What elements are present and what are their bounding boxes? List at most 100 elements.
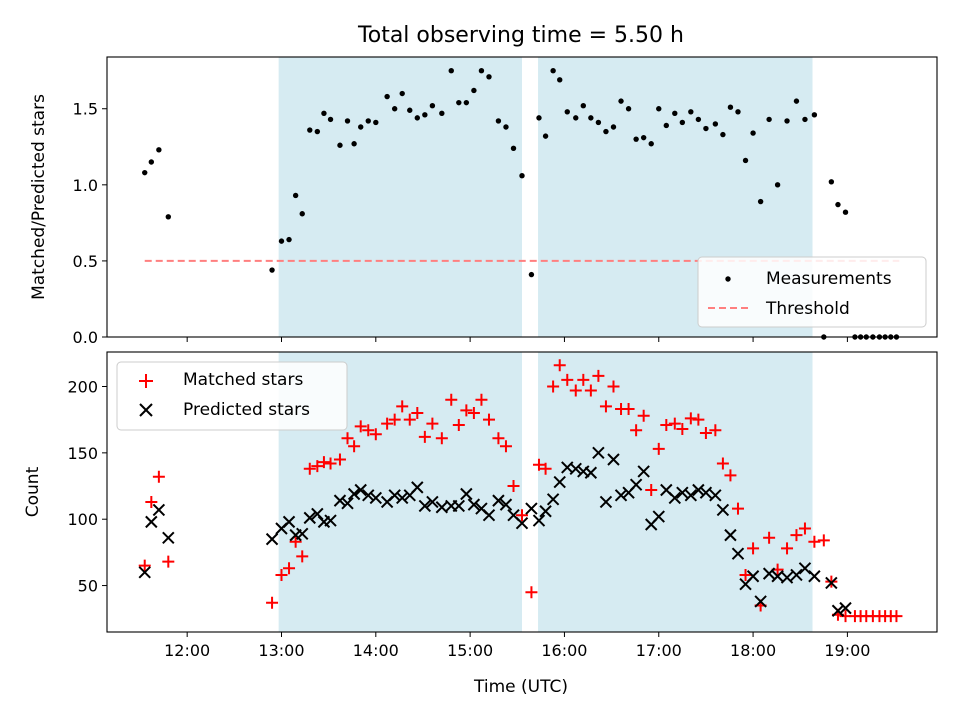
- matched-point: [341, 432, 354, 445]
- matched-point: [145, 495, 158, 508]
- matched-point: [445, 393, 458, 406]
- legend-label-threshold: Threshold: [765, 299, 850, 319]
- measurement-point: [391, 106, 398, 112]
- measurement-point: [842, 209, 849, 215]
- predicted-point: [369, 491, 383, 505]
- y-tick-label: 50: [78, 577, 98, 596]
- predicted-point: [607, 453, 620, 466]
- matched-point: [289, 535, 302, 548]
- matched-point: [411, 407, 424, 420]
- matched-point: [781, 542, 794, 555]
- matched-point: [324, 457, 337, 470]
- measurement-point: [407, 107, 413, 113]
- subplot-counts: 12:00 13:00 14:00 15:00 16:00 17:00 18:00 19:00…: [23, 351, 938, 697]
- measurement-point: [495, 118, 502, 124]
- measurement-point: [720, 131, 726, 138]
- predicted-point: [808, 570, 821, 583]
- legend-frame: [116, 361, 348, 431]
- measurement-point: [148, 159, 155, 165]
- matched-point: [652, 442, 665, 455]
- legend-label-measurements: Measurements: [766, 269, 892, 289]
- measurements-legend-marker: [725, 276, 731, 282]
- predicted-point: [599, 495, 613, 509]
- shaded-interval: [278, 57, 522, 337]
- measurement-point: [542, 133, 549, 139]
- matched-point: [426, 417, 439, 430]
- legend: Measurements Threshold: [697, 256, 927, 328]
- matched-point: [561, 373, 574, 386]
- y-tick-label: 1.5: [73, 100, 98, 119]
- measurement-point: [278, 238, 285, 244]
- predicted-point: [303, 511, 316, 525]
- measurement-point: [557, 77, 563, 83]
- predicted-point: [652, 510, 665, 523]
- measurement-point: [358, 124, 364, 130]
- predicted-point: [762, 567, 776, 580]
- predicted-point: [396, 491, 409, 505]
- measurement-point: [610, 124, 617, 130]
- figure-title: Total observing time = 5.50 h: [357, 23, 684, 48]
- matched-point: [790, 529, 803, 542]
- measurement-point: [618, 98, 624, 104]
- predicted-point: [629, 478, 643, 491]
- measurement-point: [679, 119, 686, 126]
- x-tick-label: 15:00: [447, 641, 493, 660]
- matched-point: [492, 432, 505, 445]
- matched-point: [369, 428, 382, 441]
- shaded-interval: [538, 352, 813, 632]
- measurement-point: [828, 179, 835, 185]
- matched-point: [162, 555, 175, 568]
- predicted-legend-marker: [139, 403, 153, 417]
- measurement-point: [727, 104, 734, 110]
- measurement-point: [742, 157, 749, 164]
- matched-point: [645, 484, 658, 497]
- measurement-point: [471, 87, 477, 94]
- predicted-point: [825, 576, 838, 590]
- predicted-point: [684, 489, 698, 502]
- x-axis-label: Time (UTC): [473, 677, 568, 697]
- matched-point: [283, 562, 296, 575]
- matched-point: [808, 535, 821, 548]
- matched-point: [660, 418, 673, 431]
- matched-point: [747, 542, 760, 555]
- predicted-point: [724, 528, 737, 542]
- matched-point: [724, 469, 737, 482]
- matched-point: [731, 502, 744, 515]
- predicted-point: [333, 494, 347, 507]
- predicted-point: [354, 483, 367, 497]
- x-tick-label: 13:00: [258, 641, 304, 660]
- predicted-point: [324, 514, 337, 527]
- matched-point: [152, 470, 165, 483]
- predicted-point: [798, 562, 812, 575]
- predicted-point: [388, 489, 401, 502]
- y-tick-label: 0.0: [73, 328, 98, 347]
- measurement-point: [399, 90, 405, 97]
- matched-point: [607, 380, 620, 393]
- predicted-point: [716, 503, 730, 517]
- measurement-point: [588, 115, 594, 121]
- matched-point: [584, 384, 597, 397]
- matched-point: [333, 453, 346, 466]
- measurement-point: [766, 116, 772, 123]
- matched-point: [699, 426, 712, 439]
- matched-point: [452, 418, 465, 431]
- measurement-point: [422, 112, 428, 118]
- matched-point: [709, 424, 722, 437]
- measurement-point: [656, 106, 662, 112]
- measurement-point: [373, 119, 379, 126]
- legend-frame: [697, 256, 927, 328]
- measurement-point: [351, 141, 357, 147]
- matched-legend-marker: [139, 374, 153, 388]
- matched-point: [716, 457, 729, 470]
- matched-point: [296, 550, 309, 563]
- measurement-point: [165, 214, 172, 220]
- matched-point: [532, 458, 545, 471]
- measurement-point: [463, 99, 470, 106]
- predicted-point: [539, 505, 552, 518]
- matched-point: [354, 420, 367, 433]
- matched-point: [547, 380, 560, 393]
- x-tick-label: 16:00: [541, 641, 587, 660]
- matched-point: [467, 407, 480, 420]
- matched-point: [138, 559, 151, 572]
